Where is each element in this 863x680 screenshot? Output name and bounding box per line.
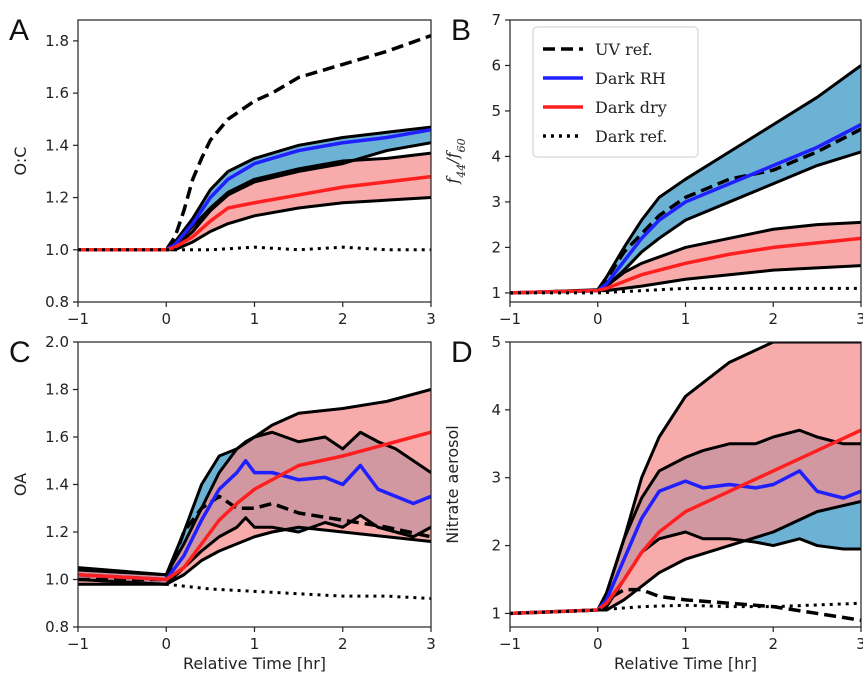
x-tick-label: 3 bbox=[856, 310, 863, 328]
y-axis-label: O:C bbox=[11, 147, 30, 176]
y-tick-label: 1.8 bbox=[45, 381, 69, 399]
series-line-rh bbox=[78, 459, 431, 582]
band-edge-dry-upper bbox=[510, 342, 861, 615]
plot-area bbox=[78, 388, 431, 600]
x-tick-label: 1 bbox=[250, 635, 260, 653]
x-tick-label: 3 bbox=[856, 635, 863, 653]
series-line-uv bbox=[78, 494, 431, 582]
x-tick-label: 3 bbox=[426, 635, 436, 653]
panel-b: −1 0 1 2 3 1 2 3 4 5 6 7 f44/f60 B UV ref. Dark RH Dark … bbox=[443, 11, 863, 328]
x-tick-label: 2 bbox=[768, 310, 778, 328]
x-tick-label: 1 bbox=[250, 310, 260, 328]
x-tick-label: −1 bbox=[67, 310, 89, 328]
y-tick-label: 1.4 bbox=[45, 136, 69, 154]
y-tick-label: 4 bbox=[491, 147, 501, 165]
x-tick-label: 1 bbox=[681, 310, 691, 328]
plot-area bbox=[78, 34, 431, 252]
y-axis-label: Nitrate aerosol bbox=[443, 425, 462, 544]
band-edge-dry-lower bbox=[510, 500, 861, 615]
y-tick-label: 3 bbox=[491, 469, 501, 487]
series-line-dry bbox=[78, 174, 431, 252]
y-tick-label: 1.0 bbox=[45, 571, 69, 589]
legend-box bbox=[532, 26, 699, 158]
band-dry bbox=[510, 222, 861, 293]
y-tick-label: 4 bbox=[491, 401, 501, 419]
panel-a: −1 0 1 2 3 0.8 1.0 1.2 1.4 1.6 1.8 O:C A bbox=[9, 14, 436, 328]
x-tick-label: −1 bbox=[499, 310, 521, 328]
legend-label: Dark ref. bbox=[595, 127, 667, 146]
y-axis-label: OA bbox=[11, 473, 30, 496]
y-tick-label: 3 bbox=[491, 193, 501, 211]
panel-c: −1 0 1 2 3 0.8 1.0 1.2 1.4 1.6 1.8 2.0 OA Relative Ti… bbox=[9, 333, 436, 673]
band-edge-rh-lower bbox=[78, 513, 431, 586]
band-edge-dry-upper bbox=[78, 388, 431, 577]
x-tick-label: 0 bbox=[161, 635, 171, 653]
y-tick-label: 1 bbox=[491, 604, 501, 622]
series-line-rh bbox=[510, 469, 861, 616]
band-edge-dry-lower bbox=[78, 525, 431, 586]
x-tick-label: 2 bbox=[338, 635, 348, 653]
y-axis-label: f44/f60 bbox=[443, 138, 468, 184]
y-tick-label: 7 bbox=[491, 11, 501, 29]
panel-letter: D bbox=[451, 336, 473, 369]
x-tick-label: 0 bbox=[593, 635, 603, 653]
x-tick-label: 2 bbox=[768, 635, 778, 653]
y-tick-label: 5 bbox=[491, 102, 501, 120]
y-tick-label: 2 bbox=[491, 238, 501, 256]
series-line-uv bbox=[510, 127, 861, 295]
y-tick-label: 1 bbox=[491, 284, 501, 302]
x-tick-label: 0 bbox=[161, 310, 171, 328]
y-tick-label: 0.8 bbox=[45, 618, 69, 636]
series-line-dry bbox=[78, 430, 431, 582]
band-rh bbox=[78, 127, 431, 250]
series-line-uv bbox=[78, 34, 431, 252]
panel-letter: C bbox=[9, 336, 31, 369]
y-tick-label: 6 bbox=[491, 56, 501, 74]
y-tick-label: 0.8 bbox=[45, 293, 69, 311]
legend: UV ref. Dark RH Dark dry Dark ref. bbox=[532, 26, 699, 158]
y-tick-label: 1.0 bbox=[45, 241, 69, 259]
panel-letter: A bbox=[9, 14, 29, 47]
y-tick-label: 2 bbox=[491, 537, 501, 555]
y-tick-label: 2.0 bbox=[45, 333, 69, 351]
legend-label: Dark RH bbox=[595, 69, 666, 88]
panel-letter: B bbox=[451, 14, 471, 47]
y-tick-label: 1.2 bbox=[45, 189, 69, 207]
series-line-dry bbox=[510, 428, 861, 616]
band-dry bbox=[78, 389, 431, 585]
series-line-dry bbox=[510, 236, 861, 295]
y-tick-label: 1.8 bbox=[45, 32, 69, 50]
plot-area bbox=[510, 342, 861, 622]
x-tick-label: 2 bbox=[338, 310, 348, 328]
y-tick-label: 1.6 bbox=[45, 84, 69, 102]
x-tick-label: −1 bbox=[499, 635, 521, 653]
x-tick-label: −1 bbox=[67, 635, 89, 653]
y-tick-label: 1.2 bbox=[45, 523, 69, 541]
y-tick-label: 1.6 bbox=[45, 428, 69, 446]
series-line-rh bbox=[510, 123, 861, 295]
panel-d: −1 0 1 2 3 1 2 3 4 5 Nitrate aerosol Relative Time … bbox=[443, 333, 863, 673]
legend-label: UV ref. bbox=[595, 40, 653, 59]
legend-label: Dark dry bbox=[595, 98, 667, 117]
y-tick-label: 5 bbox=[491, 333, 501, 351]
x-tick-label: 3 bbox=[426, 310, 436, 328]
series-line-ref bbox=[510, 286, 861, 295]
x-tick-label: 0 bbox=[593, 310, 603, 328]
band-dry bbox=[510, 342, 861, 614]
x-tick-label: 1 bbox=[681, 635, 691, 653]
y-tick-label: 1.4 bbox=[45, 476, 69, 494]
x-axis-label: Relative Time [hr] bbox=[183, 654, 326, 673]
plot-area bbox=[510, 64, 861, 295]
x-axis-label: Relative Time [hr] bbox=[614, 654, 757, 673]
